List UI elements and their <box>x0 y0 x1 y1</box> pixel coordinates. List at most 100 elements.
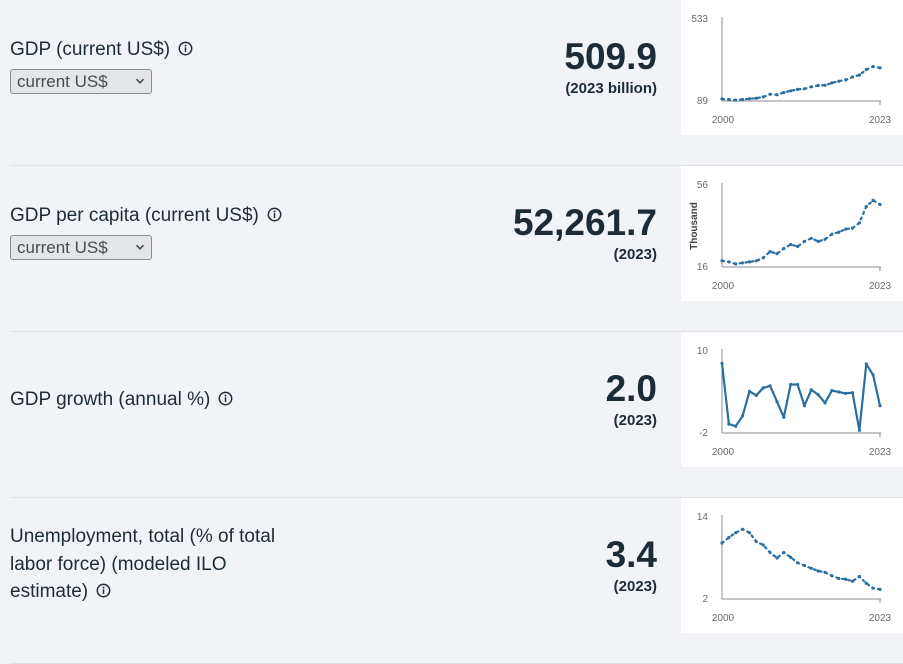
data-point <box>782 90 786 95</box>
y-tick-label-max: 14 <box>697 512 709 523</box>
sparkline-chart[interactable]: 533 89 2000 2023 <box>681 0 903 135</box>
x-tick-label-end: 2023 <box>869 613 892 624</box>
indicator-value-block: 3.4 (2023) <box>606 535 657 597</box>
data-point <box>782 246 786 251</box>
x-tick-label-start: 2000 <box>712 115 735 126</box>
data-point <box>727 260 731 264</box>
series-line <box>720 362 882 432</box>
data-point <box>857 73 861 77</box>
data-point <box>720 259 724 263</box>
y-tick-label-min: 89 <box>697 96 709 107</box>
indicator-label-block: GDP per capita (current US$) current US$ <box>10 202 282 260</box>
data-point <box>768 384 772 388</box>
chevron-down-icon <box>135 244 145 250</box>
data-point <box>796 87 800 91</box>
data-point <box>802 239 806 243</box>
indicator-title-line: labor force) (modeled ILO <box>10 553 227 575</box>
indicator-row-gdp: GDP (current US$) current US$ 509.9 (202… <box>0 0 903 166</box>
data-point <box>761 95 765 99</box>
data-point <box>775 400 779 404</box>
data-point <box>775 93 779 97</box>
data-point <box>796 561 800 565</box>
data-point <box>878 66 882 70</box>
data-point <box>809 566 813 570</box>
data-point <box>775 556 779 560</box>
data-point <box>761 543 765 547</box>
data-point <box>816 83 820 88</box>
y-tick-label-max: 56 <box>697 180 709 191</box>
y-tick-label-min: 2 <box>702 594 708 605</box>
data-point <box>878 404 882 408</box>
data-point <box>871 198 875 202</box>
series-line <box>720 65 882 102</box>
indicator-subvalue: (2023) <box>613 246 657 263</box>
sparkline-chart[interactable]: 10 -2 2000 2023 <box>681 332 903 467</box>
currency-select[interactable]: current US$ <box>10 235 152 260</box>
x-tick-label-start: 2000 <box>712 447 735 458</box>
data-point <box>864 581 868 585</box>
data-point <box>789 555 793 559</box>
data-point <box>761 386 765 390</box>
data-point <box>782 415 786 419</box>
sparkline-chart[interactable]: 56 16 2000 2023 Thousand <box>681 166 903 301</box>
x-tick-label-start: 2000 <box>712 281 735 292</box>
info-icon[interactable] <box>178 41 193 56</box>
indicator-value-block: 52,261.7 (2023) <box>513 203 657 265</box>
data-point <box>871 586 875 590</box>
data-point <box>830 574 834 578</box>
data-point <box>782 550 786 555</box>
info-icon[interactable] <box>218 391 233 406</box>
data-point <box>830 232 834 236</box>
data-point <box>864 204 868 209</box>
data-point <box>768 550 772 555</box>
data-point <box>809 236 813 240</box>
data-point <box>720 361 724 365</box>
data-point <box>789 89 793 93</box>
data-point <box>823 570 827 574</box>
indicator-row-gdp-per-capita: GDP per capita (current US$) current US$… <box>0 166 903 332</box>
data-point <box>830 389 834 393</box>
indicator-title: GDP growth (annual %) <box>10 386 233 413</box>
data-point <box>837 230 841 234</box>
data-point <box>802 404 806 408</box>
x-tick-label-start: 2000 <box>712 613 735 624</box>
chevron-down-icon <box>135 78 145 84</box>
x-tick-label-end: 2023 <box>869 281 892 292</box>
y-tick-label-max: 533 <box>691 14 708 25</box>
data-point <box>830 81 834 85</box>
info-icon[interactable] <box>96 583 111 598</box>
indicator-value: 2.0 <box>605 368 657 409</box>
info-icon[interactable] <box>267 207 282 222</box>
indicator-title: Unemployment, total (% of total labor fo… <box>10 523 275 606</box>
data-point <box>734 98 738 102</box>
row-divider <box>10 165 903 166</box>
indicator-value: 3.4 <box>605 534 657 575</box>
indicator-title: GDP (current US$) <box>10 36 193 63</box>
data-point <box>823 237 827 241</box>
data-point <box>844 227 848 231</box>
data-point <box>857 221 861 225</box>
series-line <box>720 199 882 266</box>
currency-select[interactable]: current US$ <box>10 69 152 94</box>
sparkline-chart[interactable]: 14 2 2000 2023 <box>681 498 903 633</box>
data-point <box>850 226 855 230</box>
data-point <box>727 422 731 426</box>
data-point <box>789 242 793 247</box>
indicator-row-unemployment: Unemployment, total (% of total labor fo… <box>0 498 903 664</box>
indicator-row-gdp-growth: GDP growth (annual %) 2.0 (2023) 10 -2 200… <box>0 332 903 498</box>
indicator-label-block: Unemployment, total (% of total labor fo… <box>10 523 275 606</box>
data-point <box>775 252 779 256</box>
data-point <box>850 75 855 79</box>
x-tick-label-end: 2023 <box>869 115 892 126</box>
data-point <box>816 239 820 243</box>
row-divider <box>10 331 903 332</box>
data-point <box>754 393 758 397</box>
data-point <box>747 260 752 264</box>
indicator-label-block: GDP (current US$) current US$ <box>10 36 193 94</box>
data-point <box>768 250 772 254</box>
indicator-title: GDP per capita (current US$) <box>10 202 282 229</box>
data-point <box>837 79 841 83</box>
data-point <box>816 569 820 573</box>
data-point <box>802 563 806 568</box>
data-point <box>741 261 745 265</box>
